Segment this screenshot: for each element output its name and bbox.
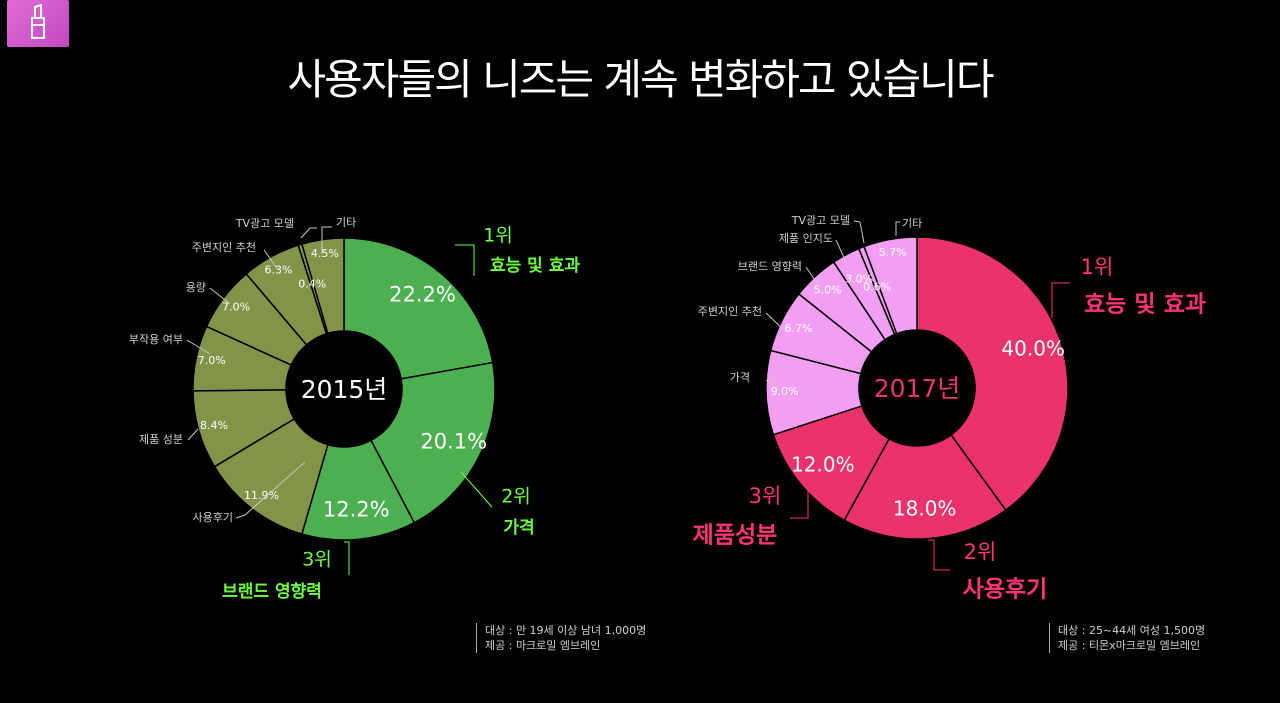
slice-value-label: 5.7% xyxy=(879,246,907,259)
slice-value-label: 12.2% xyxy=(323,498,390,522)
category-label: 부작용 여부 xyxy=(129,333,183,346)
slice-value-label: 7.0% xyxy=(222,300,250,313)
center-label: 2015년 xyxy=(301,375,388,404)
lipstick-icon xyxy=(31,4,45,39)
category-label: 효능 및 효과 xyxy=(490,256,580,276)
source-line: 제공 : 마크로밀 엠브레인 xyxy=(485,639,601,652)
category-label: 사용후기 xyxy=(963,577,1048,603)
category-label: 제품 인지도 xyxy=(779,232,833,245)
leader-line xyxy=(928,539,950,571)
leader-line xyxy=(235,461,306,519)
category-label: 브랜드 영향력 xyxy=(222,581,322,602)
rank-label: 3위 xyxy=(302,549,332,571)
leader-line xyxy=(209,287,231,305)
category-label: 가격 xyxy=(503,518,534,538)
rank-label: 1위 xyxy=(483,225,513,247)
leader-line xyxy=(186,339,211,355)
slice-value-label: 4.5% xyxy=(311,247,339,260)
rank-label: 2위 xyxy=(964,540,997,564)
rank-label: 2위 xyxy=(501,486,531,508)
category-label: 용량 xyxy=(186,281,206,294)
category-label: 기타 xyxy=(336,216,356,229)
category-label: 효능 및 효과 xyxy=(1084,292,1206,318)
page-title: 사용자들의 니즈는 계속 변화하고 있습니다 xyxy=(287,55,995,104)
category-label: 주변지인 추천 xyxy=(698,304,762,318)
slice-value-label: 12.0% xyxy=(791,452,855,476)
slice-value-label: 5.0% xyxy=(814,283,842,296)
leader-line xyxy=(853,220,865,244)
category-label: 브랜드 영향력 xyxy=(738,260,802,273)
source-note-2017: 대상 : 25~44세 여성 1,500명 제공 : 티몬x마크로밀 엠브레인 xyxy=(1049,623,1205,653)
leader-line xyxy=(805,266,818,284)
leader-line xyxy=(300,227,317,239)
category-label: 제품성분 xyxy=(693,523,778,549)
leader-line xyxy=(765,312,785,331)
leader-line xyxy=(321,226,332,254)
source-note-2015: 대상 : 만 19세 이상 남녀 1,000명 제공 : 마크로밀 엠브레인 xyxy=(476,623,646,653)
leader-line xyxy=(895,221,900,236)
center-label: 2017년 xyxy=(874,374,961,403)
slice-value-label: 7.0% xyxy=(198,354,226,367)
slice-value-label: 0.4% xyxy=(298,278,326,291)
slice-value-label: 18.0% xyxy=(893,496,957,520)
donut-hole xyxy=(286,331,402,447)
slice-value-label: 9.0% xyxy=(771,385,799,398)
category-label: 가격 xyxy=(730,371,750,384)
slice-value-label: 0.6% xyxy=(863,280,891,293)
source-line: 대상 : 25~44세 여성 1,500명 xyxy=(1058,624,1206,637)
slice-value-label: 6.7% xyxy=(784,322,812,335)
leader-line xyxy=(1051,282,1070,318)
app-logo xyxy=(7,0,69,47)
rank-label: 1위 xyxy=(1081,255,1114,279)
category-label: 기타 xyxy=(902,217,922,230)
leader-line xyxy=(765,379,778,388)
category-label: 사용후기 xyxy=(193,511,233,524)
category-label: TV광고 모델 xyxy=(235,217,294,230)
source-line: 대상 : 만 19세 이상 남녀 1,000명 xyxy=(485,624,647,637)
slice-value-label: 40.0% xyxy=(1001,337,1065,361)
slice-value-label: 8.4% xyxy=(200,419,228,432)
donut-hole xyxy=(859,330,975,446)
source-line: 제공 : 티몬x마크로밀 엠브레인 xyxy=(1058,639,1201,652)
rank-label: 3위 xyxy=(749,484,782,508)
category-label: 제품 성분 xyxy=(139,433,183,446)
category-label: TV광고 모델 xyxy=(791,214,850,227)
leader-line xyxy=(455,244,475,276)
leader-line xyxy=(344,541,350,575)
slice-value-label: 3.0% xyxy=(845,272,873,285)
slice-value-label: 20.1% xyxy=(420,430,487,454)
leader-line xyxy=(790,491,809,519)
leader-line xyxy=(835,239,847,263)
leader-line xyxy=(187,428,199,441)
leader-line xyxy=(460,471,493,508)
slice-value-label: 22.2% xyxy=(389,282,456,306)
slice-value-label: 6.3% xyxy=(265,264,293,277)
leader-line xyxy=(263,249,279,271)
category-label: 주변지인 추천 xyxy=(192,240,256,254)
